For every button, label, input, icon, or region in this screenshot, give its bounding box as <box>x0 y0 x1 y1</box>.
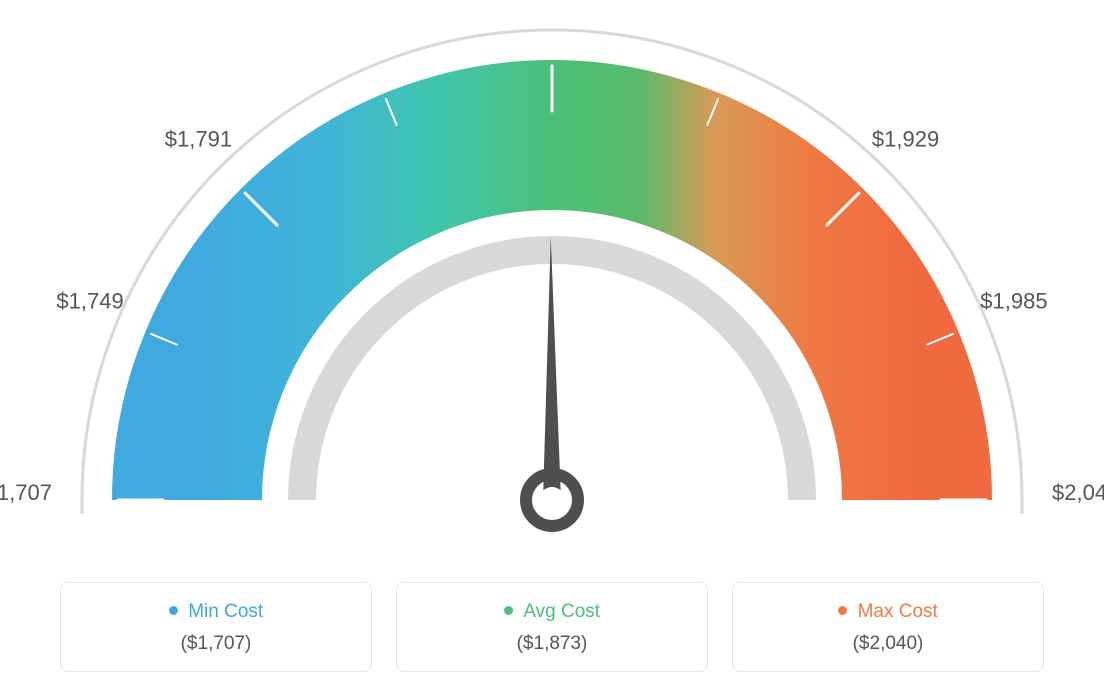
avg-cost-card: Avg Cost ($1,873) <box>396 582 708 672</box>
max-cost-dot <box>838 606 847 615</box>
svg-text:$1,929: $1,929 <box>872 126 939 151</box>
avg-cost-dot <box>504 606 513 615</box>
svg-text:$1,791: $1,791 <box>165 126 232 151</box>
avg-cost-value: ($1,873) <box>397 633 707 655</box>
svg-text:$1,873: $1,873 <box>518 0 585 1</box>
cost-gauge-chart: $1,707 $1,749 $1,791 $1,873 $1,929 $1,985 $2,0… <box>0 0 1104 560</box>
max-cost-value: ($2,040) <box>733 633 1043 655</box>
min-cost-value: ($1,707) <box>61 633 371 655</box>
svg-text:$2,040: $2,040 <box>1052 480 1104 505</box>
min-cost-label: Min Cost <box>188 601 263 622</box>
avg-cost-label: Avg Cost <box>523 601 600 622</box>
min-cost-dot <box>169 606 178 615</box>
svg-text:$1,749: $1,749 <box>56 289 123 314</box>
svg-text:$1,707: $1,707 <box>0 480 52 505</box>
max-cost-label: Max Cost <box>858 601 938 622</box>
max-cost-card: Max Cost ($2,040) <box>732 582 1044 672</box>
min-cost-card: Min Cost ($1,707) <box>60 582 372 672</box>
cost-summary-cards: Min Cost ($1,707) Avg Cost ($1,873) Max … <box>0 582 1104 672</box>
svg-text:$1,985: $1,985 <box>980 289 1047 314</box>
